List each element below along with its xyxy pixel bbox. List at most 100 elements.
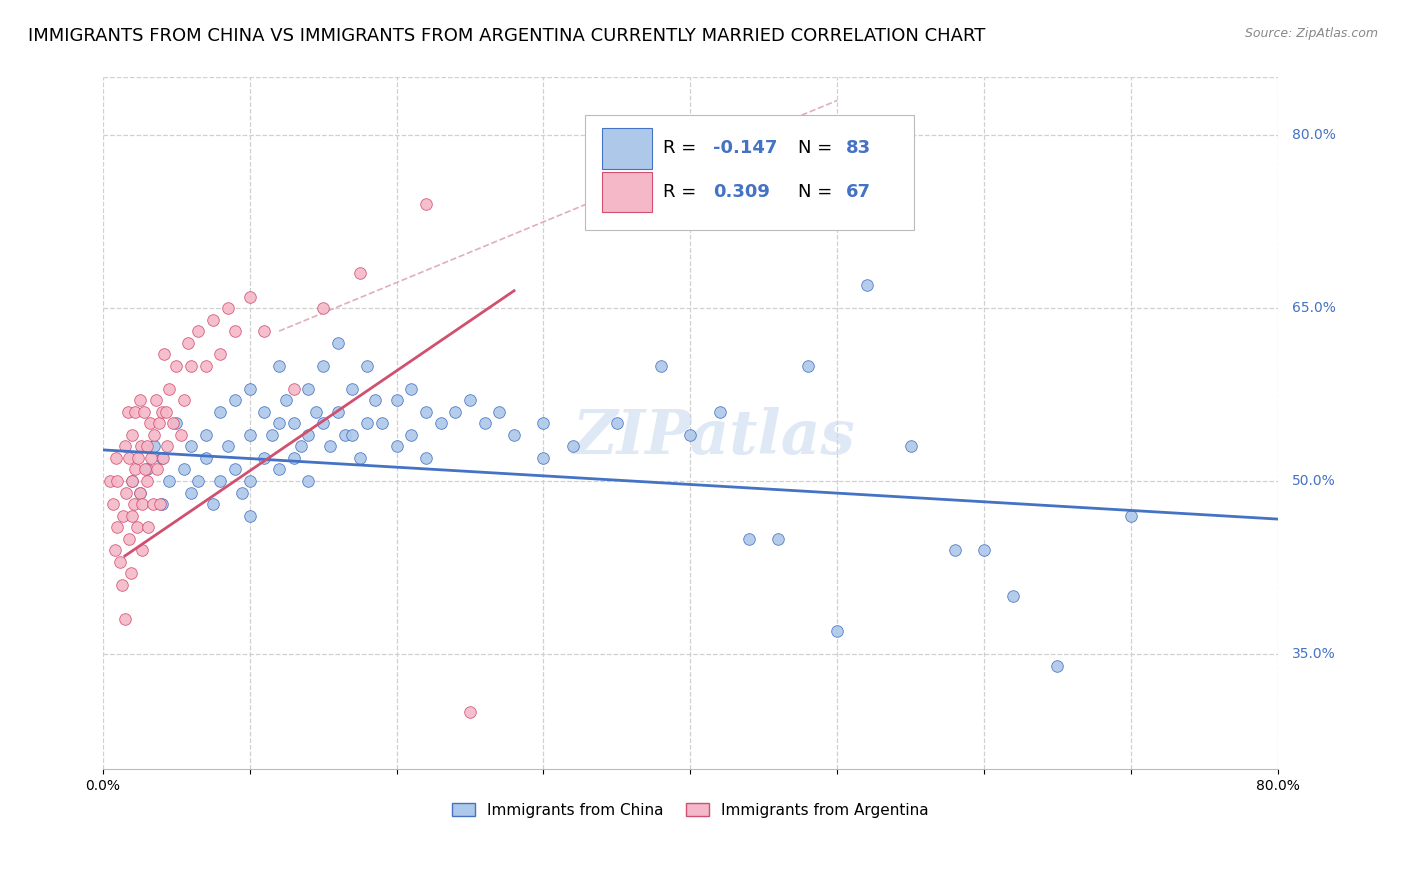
Point: [533, 450, 555, 465]
Point: [297, 474, 319, 488]
Point: [415, 197, 437, 211]
Point: [209, 347, 232, 361]
Point: [143, 428, 166, 442]
Point: [115, 485, 138, 500]
Point: [458, 393, 481, 408]
Point: [177, 335, 200, 350]
Point: [239, 428, 262, 442]
Point: [312, 359, 335, 373]
Text: N =: N =: [799, 139, 838, 157]
Point: [142, 497, 165, 511]
Point: [855, 278, 877, 293]
Point: [156, 439, 179, 453]
Point: [363, 393, 385, 408]
Point: [131, 497, 153, 511]
Point: [118, 450, 141, 465]
Point: [283, 450, 305, 465]
Point: [194, 359, 217, 373]
Point: [488, 405, 510, 419]
Text: 0.309: 0.309: [713, 183, 769, 201]
Point: [385, 439, 408, 453]
Text: 65.0%: 65.0%: [1292, 301, 1336, 315]
Point: [415, 450, 437, 465]
Point: [124, 405, 146, 419]
Point: [121, 474, 143, 488]
Point: [165, 417, 187, 431]
Point: [679, 428, 702, 442]
Point: [131, 543, 153, 558]
Point: [768, 532, 790, 546]
Point: [157, 382, 180, 396]
Point: [180, 359, 202, 373]
Point: [239, 474, 262, 488]
Point: [458, 705, 481, 719]
Point: [162, 417, 184, 431]
Text: ZIPatlas: ZIPatlas: [572, 408, 855, 467]
Point: [112, 508, 135, 523]
Text: 50.0%: 50.0%: [1292, 474, 1336, 488]
Point: [173, 393, 195, 408]
Point: [136, 520, 159, 534]
Point: [114, 612, 136, 626]
Point: [135, 439, 157, 453]
Point: [474, 417, 496, 431]
Point: [267, 359, 290, 373]
Point: [429, 417, 451, 431]
Point: [709, 405, 731, 419]
Text: R =: R =: [664, 139, 702, 157]
Point: [224, 393, 246, 408]
Point: [738, 532, 761, 546]
Point: [825, 624, 848, 638]
Point: [118, 532, 141, 546]
Point: [253, 450, 276, 465]
Point: [349, 267, 371, 281]
Text: N =: N =: [799, 183, 838, 201]
Point: [312, 301, 335, 315]
Point: [224, 462, 246, 476]
Text: 83: 83: [845, 139, 870, 157]
Point: [231, 485, 253, 500]
Point: [169, 428, 191, 442]
Point: [180, 439, 202, 453]
Point: [129, 439, 152, 453]
Legend: Immigrants from China, Immigrants from Argentina: Immigrants from China, Immigrants from A…: [446, 797, 935, 824]
Point: [194, 428, 217, 442]
Point: [319, 439, 342, 453]
Point: [371, 417, 394, 431]
Point: [1002, 590, 1025, 604]
Point: [209, 405, 232, 419]
Point: [135, 462, 157, 476]
Point: [606, 417, 628, 431]
Point: [1046, 658, 1069, 673]
Point: [125, 520, 148, 534]
Text: -0.147: -0.147: [713, 139, 778, 157]
Point: [503, 428, 526, 442]
Point: [121, 474, 143, 488]
Point: [111, 578, 134, 592]
Point: [260, 428, 283, 442]
Point: [533, 417, 555, 431]
Point: [146, 462, 169, 476]
Point: [943, 543, 966, 558]
Point: [150, 450, 173, 465]
Point: [276, 393, 298, 408]
Point: [148, 417, 170, 431]
Point: [98, 474, 121, 488]
Point: [124, 462, 146, 476]
Point: [239, 382, 262, 396]
Point: [385, 393, 408, 408]
Point: [349, 450, 371, 465]
Point: [561, 439, 583, 453]
Point: [342, 382, 364, 396]
Point: [356, 417, 378, 431]
Point: [217, 439, 239, 453]
Point: [297, 382, 319, 396]
Point: [342, 428, 364, 442]
Point: [128, 485, 150, 500]
Point: [149, 497, 172, 511]
Point: [128, 393, 150, 408]
Point: [105, 450, 128, 465]
Point: [155, 405, 177, 419]
Point: [239, 508, 262, 523]
Point: [239, 289, 262, 303]
